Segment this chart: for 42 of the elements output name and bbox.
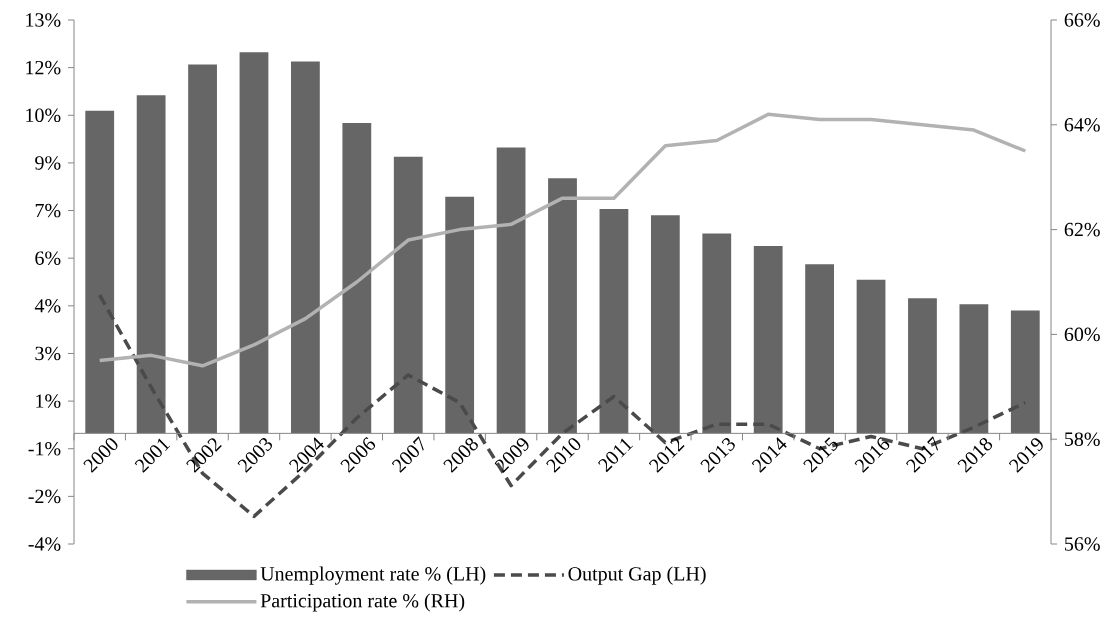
y-tick-label: -2%: [28, 489, 61, 504]
line-series: [97, 112, 1028, 368]
bar: [496, 147, 526, 434]
bar: [599, 209, 629, 434]
bar: [445, 196, 475, 434]
y-tick-label: 9%: [35, 156, 61, 170]
bar: [393, 156, 423, 434]
bar: [548, 178, 577, 434]
bar: [856, 279, 886, 434]
y-tick-label: 3%: [35, 346, 61, 361]
y-tick-label: -4%: [28, 537, 61, 551]
bar: [805, 264, 835, 434]
bar: [650, 215, 680, 434]
y-tick-label: 4%: [34, 299, 61, 313]
y-tick-label: 7%: [35, 203, 61, 218]
bar: [908, 298, 937, 434]
y-tick-label: 13%: [26, 13, 61, 27]
x-tick-label: 2011: [598, 438, 634, 473]
bar: [239, 52, 269, 434]
y2-tick-label: 60%: [1064, 327, 1100, 342]
y2-tick-label: 58%: [1065, 432, 1100, 446]
y-tick-label: 6%: [35, 251, 61, 265]
y2-tick-label: 62%: [1064, 222, 1100, 237]
y2-tick-label: 66%: [1064, 13, 1100, 27]
bar: [85, 110, 115, 434]
legend-label: Output Gap (LH): [568, 566, 706, 585]
bar: [136, 95, 166, 434]
y2-tick-label: 64%: [1064, 118, 1100, 132]
y-tick-label: 12%: [26, 60, 61, 75]
legend-label: Unemployment rate % (LH): [260, 566, 486, 585]
bar: [291, 61, 320, 434]
y-tick-label: 1%: [36, 394, 61, 408]
bar: [342, 122, 372, 434]
bar: [188, 64, 217, 434]
bar: [959, 304, 989, 434]
bar: [753, 245, 783, 434]
legend-label: Participation rate % (RH): [260, 593, 465, 612]
y-tick-label: -1%: [28, 441, 61, 456]
bar: [1010, 310, 1040, 434]
y-tick-label: 10%: [26, 108, 61, 123]
bar: [702, 233, 732, 434]
y2-tick-label: 56%: [1065, 537, 1100, 551]
